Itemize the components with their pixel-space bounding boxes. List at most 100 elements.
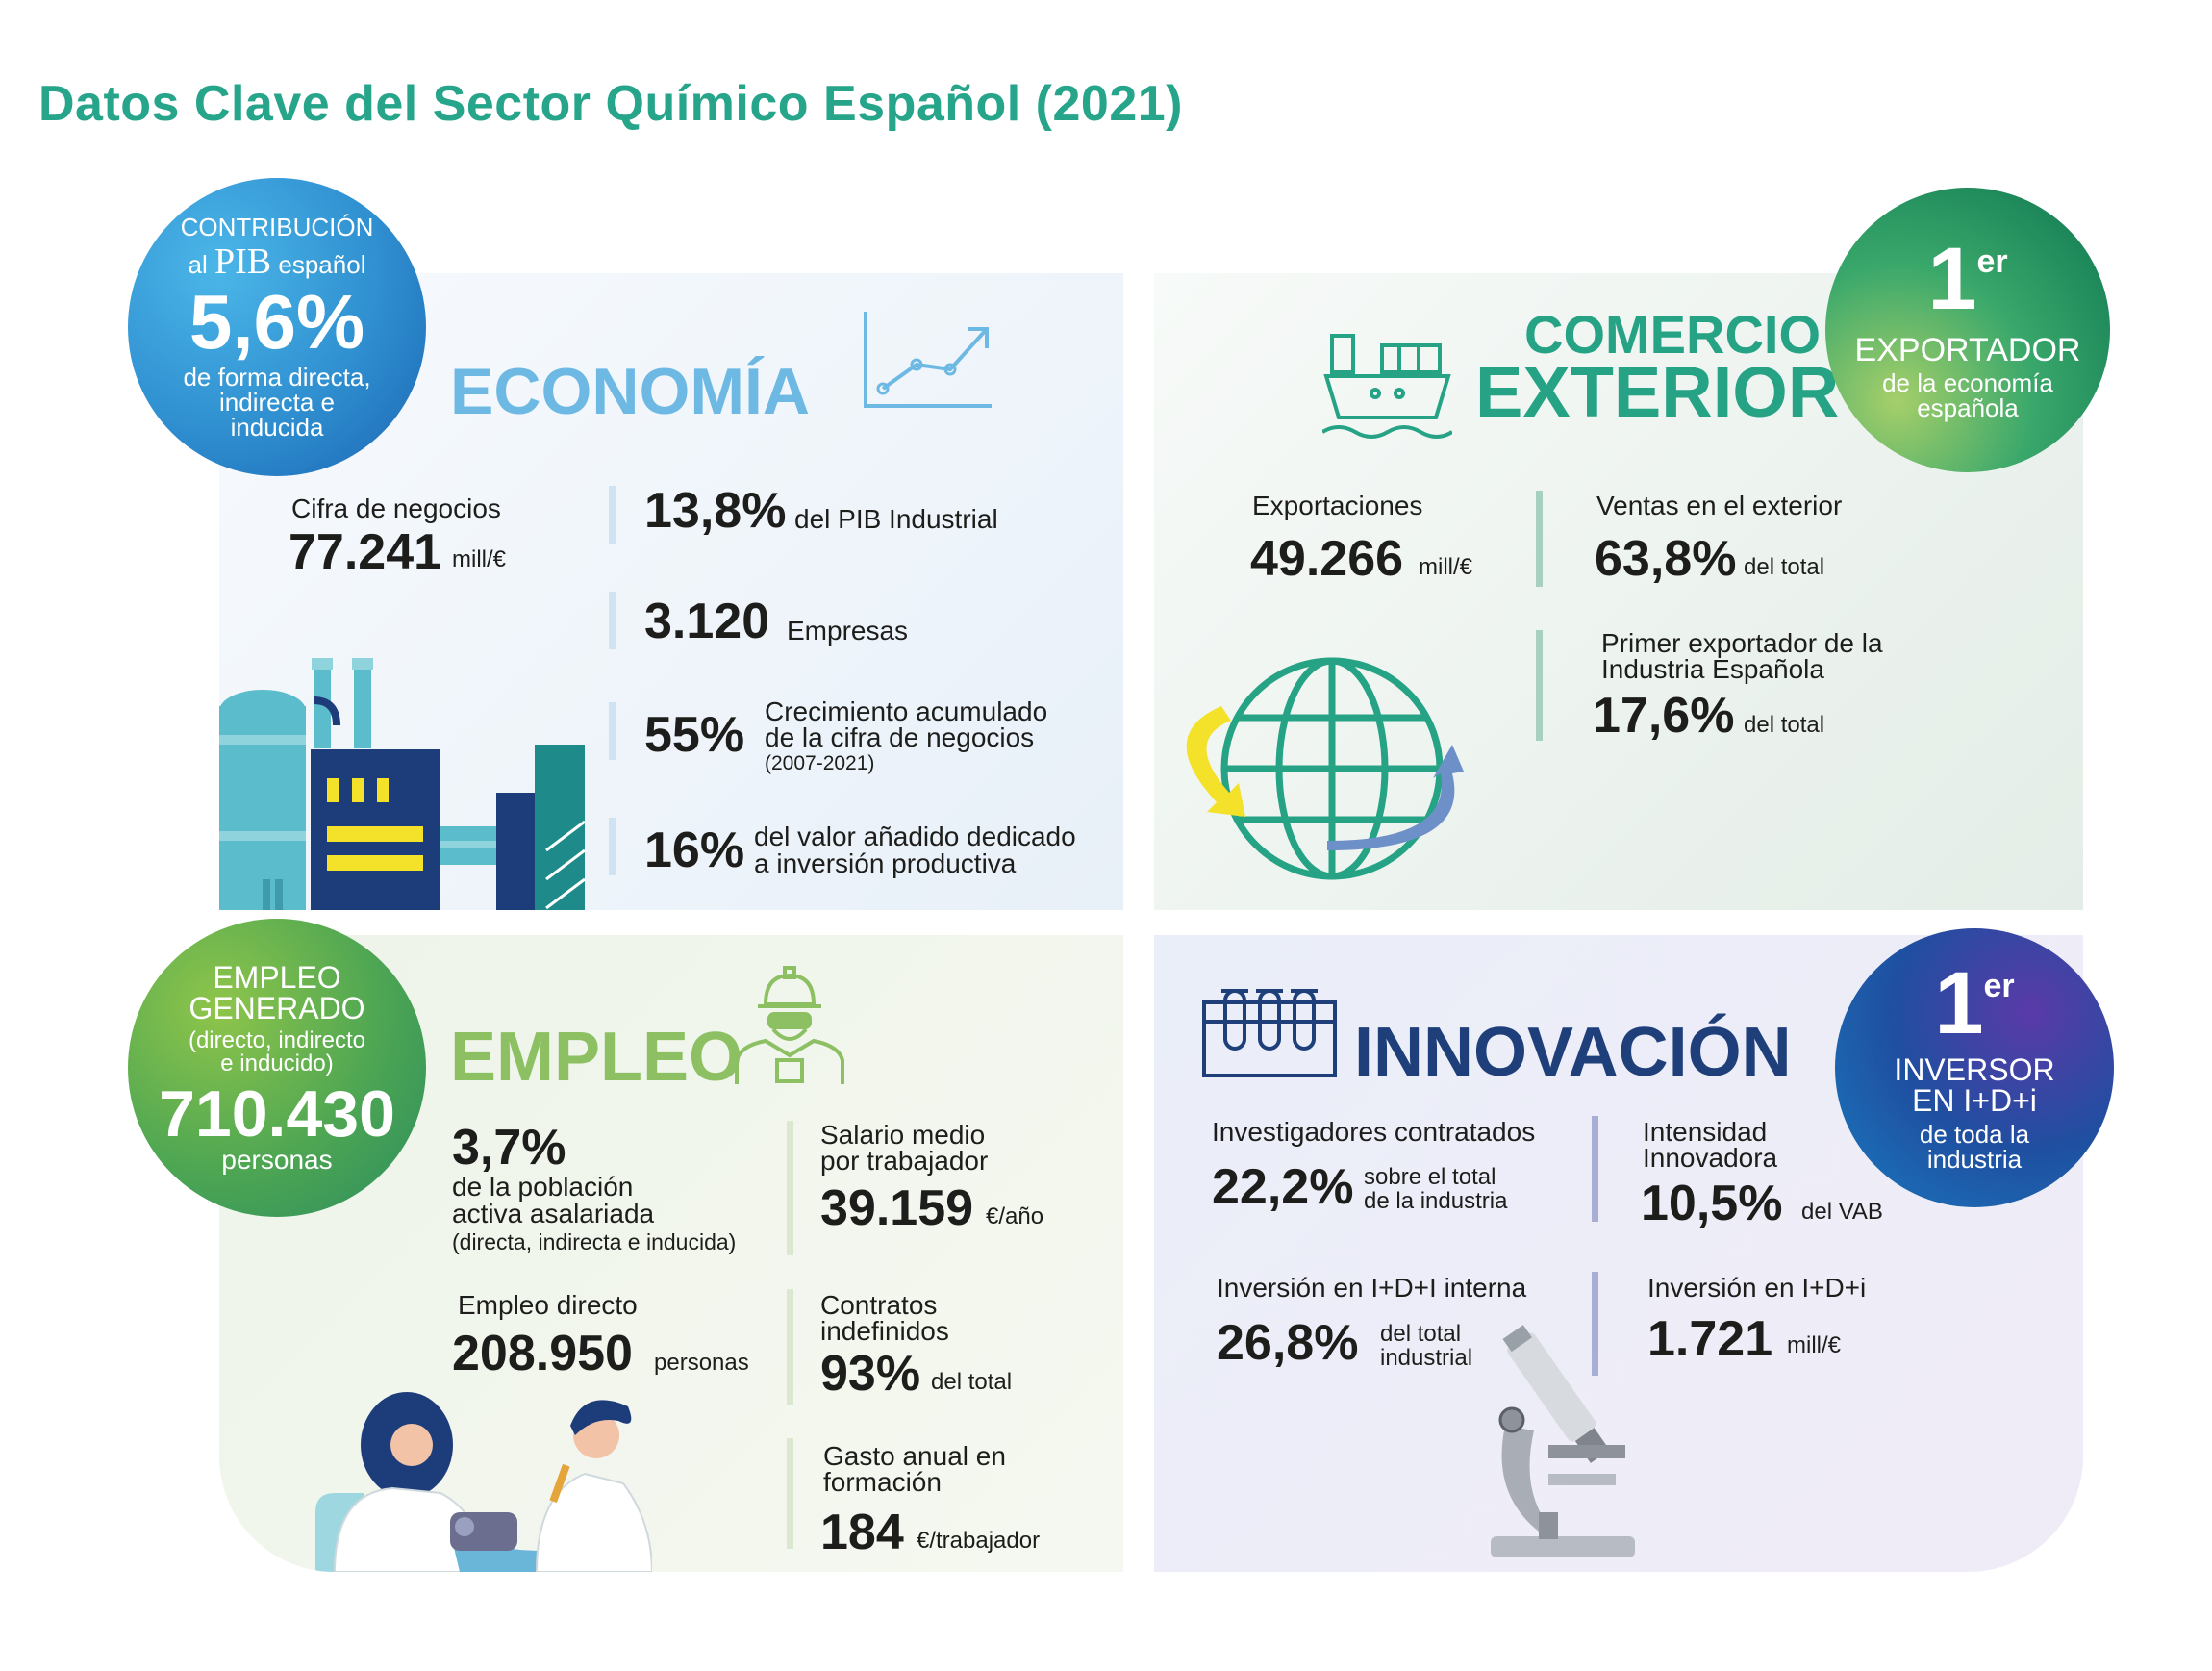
badge-line: EMPLEO: [213, 960, 341, 995]
divider: [1536, 630, 1543, 741]
investigadores-label: Investigadores contratados: [1212, 1117, 1536, 1147]
pib-contribution-badge: CONTRIBUCIÓN al PIB español 5,6% de form…: [128, 178, 426, 476]
salario-label: por trabajador: [820, 1146, 989, 1176]
rank-number: 1er: [1927, 235, 2008, 323]
badge-line: española: [1917, 393, 2019, 423]
badge-line: EXPORTADOR: [1854, 332, 2081, 369]
cifra-value: 77.241: [289, 524, 442, 580]
page-title: Datos Clave del Sector Químico Español (…: [38, 76, 1183, 132]
stat-text: del PIB Industrial: [794, 504, 998, 534]
stat-text: de la cifra de negocios: [765, 722, 1035, 752]
cifra-unit: mill/€: [452, 546, 507, 572]
stat-value: 3.120: [644, 594, 770, 649]
badge-line: EN I+D+i: [1912, 1083, 2037, 1119]
badge-line: español: [278, 250, 366, 279]
interna-unit: industrial: [1380, 1345, 1473, 1371]
directo-unit: personas: [654, 1350, 749, 1376]
interna-label: Inversión en I+D+I interna: [1217, 1273, 1527, 1303]
salario-label: Salario medio: [820, 1120, 986, 1150]
globe-icon: [1186, 657, 1464, 880]
gasto-value: 184: [820, 1505, 904, 1560]
empleo-generado-badge: EMPLEO GENERADO (directo, indirecto e in…: [128, 919, 426, 1217]
stat-text: a inversión productiva: [754, 848, 1017, 878]
investigadores-value: 22,2%: [1212, 1159, 1354, 1215]
intensidad-unit: del VAB: [1801, 1199, 1883, 1225]
stat-text: del valor añadido dedicado: [754, 822, 1076, 851]
poblacion-text: activa asalariada: [452, 1199, 655, 1228]
stat-text: Empresas: [787, 616, 909, 646]
scientists-illustration: [315, 1392, 652, 1572]
primer-unit: del total: [1744, 712, 1825, 738]
comercio-heading-1: COMERCIO: [1524, 304, 1821, 365]
badge-line: INVERSOR: [1894, 1052, 2055, 1088]
badge-line: personas: [221, 1145, 333, 1175]
divider: [609, 592, 616, 649]
poblacion-text: de la población: [452, 1172, 634, 1202]
rank-suffix: er: [1983, 967, 2015, 1004]
badge-line: indirecta e: [219, 388, 335, 417]
innovacion-heading: INNOVACIÓN: [1354, 1014, 1792, 1091]
export-label: Exportaciones: [1252, 491, 1423, 520]
badge-line: inducida: [230, 413, 324, 442]
pib-value: 5,6%: [189, 279, 365, 365]
comercio-heading-2: EXTERIOR: [1475, 352, 1840, 432]
stat-value: 55%: [644, 707, 745, 763]
idi-unit: mill/€: [1787, 1332, 1842, 1358]
divider: [1592, 1272, 1598, 1376]
divider: [787, 1121, 793, 1255]
intensidad-label: Intensidad: [1643, 1117, 1768, 1147]
salario-unit: €/año: [986, 1203, 1044, 1229]
worker-icon: [735, 966, 844, 1084]
badge-line: PIB: [214, 241, 272, 282]
gasto-label: Gasto anual en: [823, 1441, 1006, 1471]
factory-illustration: [219, 658, 586, 910]
export-value: 49.266: [1250, 531, 1404, 587]
test-tubes-icon: [1202, 989, 1337, 1077]
exportador-badge: 1er EXPORTADOR de la economía española: [1825, 188, 2110, 472]
intensidad-value: 10,5%: [1641, 1176, 1783, 1231]
microscope-icon: [1491, 1325, 1635, 1557]
intensidad-label: Innovadora: [1643, 1143, 1778, 1173]
badge-line: (directo, indirecto: [188, 1027, 366, 1053]
poblacion-text: (directa, indirecta e inducida): [452, 1229, 737, 1254]
investigadores-unit: de la industria: [1364, 1188, 1508, 1214]
gasto-unit: €/trabajador: [917, 1528, 1041, 1554]
divider: [787, 1438, 793, 1549]
badge-line: de la economía: [1882, 368, 2053, 398]
investigadores-unit: sobre el total: [1364, 1164, 1496, 1190]
ventas-value: 63,8%: [1595, 531, 1737, 587]
primer-label: Primer exportador de la: [1601, 628, 1883, 658]
export-unit: mill/€: [1419, 554, 1473, 580]
badge-line: al: [188, 250, 208, 279]
interna-unit: del total: [1380, 1321, 1462, 1347]
contratos-unit: del total: [931, 1369, 1013, 1395]
badge-line: CONTRIBUCIÓN: [180, 213, 374, 241]
empleo-heading: EMPLEO: [450, 1019, 743, 1096]
empleo-value: 710.430: [159, 1077, 395, 1151]
inversor-badge: 1er INVERSOR EN I+D+i de toda la industr…: [1835, 928, 2114, 1207]
economia-panel: [219, 273, 1123, 910]
divider: [609, 818, 616, 875]
stat-text: Crecimiento acumulado: [765, 696, 1048, 726]
primer-value: 17,6%: [1593, 688, 1735, 744]
salario-value: 39.159: [820, 1180, 974, 1236]
interna-value: 26,8%: [1217, 1315, 1359, 1371]
contratos-value: 93%: [820, 1346, 921, 1402]
divider: [787, 1289, 793, 1405]
rank-suffix: er: [1976, 242, 2008, 280]
badge-line: de forma directa,: [183, 363, 371, 392]
line-chart-icon: [864, 312, 992, 408]
divider: [609, 486, 616, 544]
divider: [1536, 491, 1543, 587]
stat-value: 16%: [644, 823, 745, 878]
divider: [1592, 1116, 1598, 1222]
contratos-label: Contratos: [820, 1290, 938, 1320]
rank-value: 1: [1934, 953, 1984, 1052]
ventas-label: Ventas en el exterior: [1596, 491, 1843, 520]
contratos-label: indefinidos: [820, 1316, 949, 1346]
stat-text: (2007-2021): [765, 752, 875, 774]
ventas-unit: del total: [1744, 554, 1825, 580]
badge-line: de toda la: [1919, 1120, 2030, 1150]
divider: [609, 702, 616, 760]
idi-value: 1.721: [1647, 1311, 1773, 1367]
